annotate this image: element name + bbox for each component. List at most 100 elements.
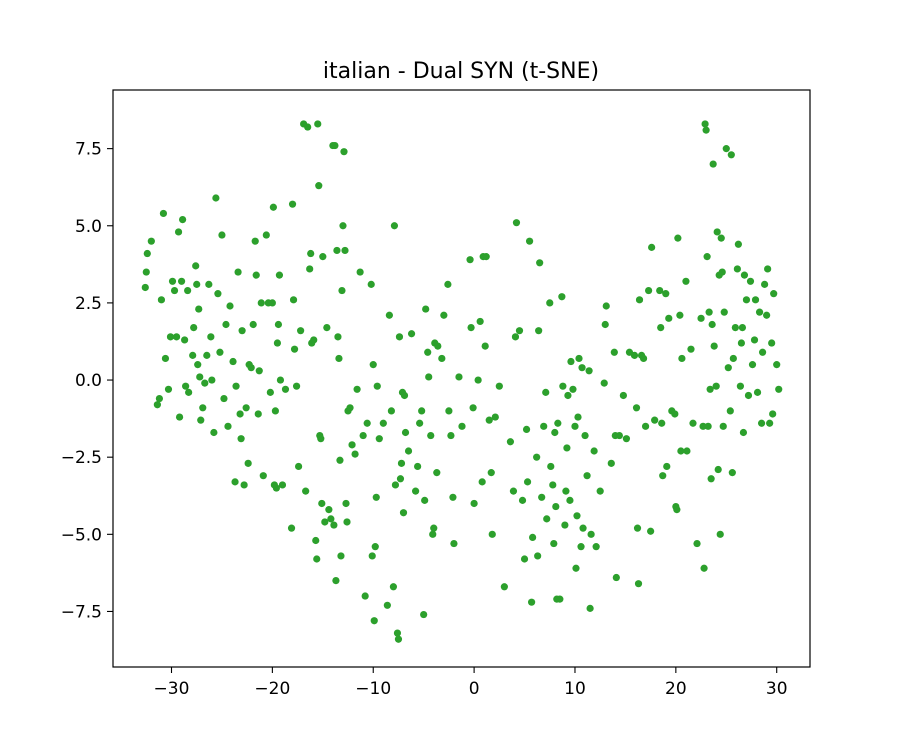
- data-point: [440, 311, 448, 319]
- data-point: [585, 367, 593, 375]
- y-tick-label: 2.5: [75, 294, 102, 314]
- data-point: [368, 552, 376, 560]
- data-point: [566, 496, 574, 504]
- data-point: [656, 286, 664, 295]
- data-point: [306, 265, 314, 273]
- data-point: [332, 577, 340, 585]
- data-point: [339, 222, 347, 230]
- data-point: [214, 290, 222, 298]
- data-point: [538, 493, 546, 501]
- data-point: [201, 379, 209, 387]
- data-point: [707, 475, 715, 483]
- data-point: [444, 280, 452, 288]
- data-point: [433, 469, 441, 477]
- data-point: [761, 280, 769, 288]
- data-point: [612, 573, 620, 582]
- data-point: [393, 629, 402, 637]
- data-point: [552, 502, 560, 511]
- data-point: [276, 376, 285, 384]
- data-point: [571, 422, 579, 430]
- data-point: [155, 394, 163, 403]
- data-point: [281, 385, 290, 393]
- data-point: [387, 407, 395, 415]
- data-point: [470, 499, 478, 508]
- data-point: [249, 320, 257, 329]
- data-point: [390, 222, 399, 230]
- data-point: [728, 469, 736, 477]
- data-point: [641, 422, 650, 430]
- data-point: [161, 354, 170, 363]
- data-point: [197, 416, 205, 424]
- data-point: [455, 373, 463, 381]
- data-point: [482, 253, 490, 261]
- data-point: [290, 345, 299, 353]
- data-point: [466, 256, 474, 264]
- data-point: [359, 431, 367, 440]
- data-point: [556, 595, 564, 603]
- data-point: [758, 348, 767, 356]
- data-point: [271, 407, 279, 415]
- data-point: [203, 351, 211, 359]
- data-point: [742, 296, 751, 304]
- data-point: [727, 151, 735, 159]
- data-point: [190, 323, 198, 332]
- data-point: [238, 327, 246, 335]
- data-point: [182, 382, 190, 390]
- data-point: [635, 296, 644, 304]
- data-point: [674, 234, 682, 242]
- data-point: [734, 240, 742, 248]
- data-point: [682, 277, 690, 285]
- data-point: [633, 524, 642, 532]
- x-axis: −30 −20 −10 0 10 20 30: [154, 667, 788, 699]
- data-point: [319, 253, 327, 261]
- data-point: [447, 431, 455, 440]
- data-point: [607, 459, 615, 467]
- data-point: [689, 419, 697, 427]
- data-point: [750, 336, 759, 344]
- data-point: [407, 330, 416, 338]
- data-point: [363, 419, 371, 427]
- data-point: [533, 453, 541, 461]
- data-point: [220, 394, 228, 403]
- data-point: [418, 407, 426, 415]
- data-point: [275, 271, 284, 279]
- data-point: [278, 481, 287, 489]
- data-point: [353, 385, 361, 393]
- data-point: [343, 518, 351, 526]
- data-point: [323, 323, 331, 332]
- data-point: [340, 148, 348, 156]
- data-point: [586, 604, 594, 612]
- data-point: [208, 376, 216, 384]
- data-point: [476, 317, 484, 326]
- data-point: [254, 410, 262, 418]
- data-point: [768, 339, 776, 347]
- data-point: [658, 419, 666, 427]
- data-point: [657, 323, 665, 332]
- data-point: [184, 286, 192, 295]
- data-point: [518, 496, 527, 504]
- data-point: [370, 617, 378, 625]
- data-point: [210, 428, 218, 437]
- data-point: [746, 277, 755, 285]
- data-point: [218, 231, 226, 239]
- data-point: [297, 327, 305, 335]
- data-point: [645, 286, 653, 295]
- data-point: [770, 290, 778, 298]
- data-point: [331, 141, 339, 150]
- data-point: [550, 539, 558, 548]
- data-point: [334, 333, 342, 341]
- data-point: [373, 382, 381, 390]
- data-point: [174, 228, 183, 236]
- data-point: [697, 314, 705, 322]
- data-point: [385, 311, 393, 319]
- data-point: [775, 385, 783, 393]
- data-point: [292, 382, 301, 390]
- data-point: [639, 354, 648, 363]
- data-point: [236, 410, 244, 418]
- data-point: [547, 462, 555, 471]
- data-point: [583, 472, 591, 480]
- data-point: [450, 539, 458, 548]
- data-point: [710, 342, 718, 350]
- data-point: [341, 246, 349, 255]
- data-point: [717, 234, 725, 242]
